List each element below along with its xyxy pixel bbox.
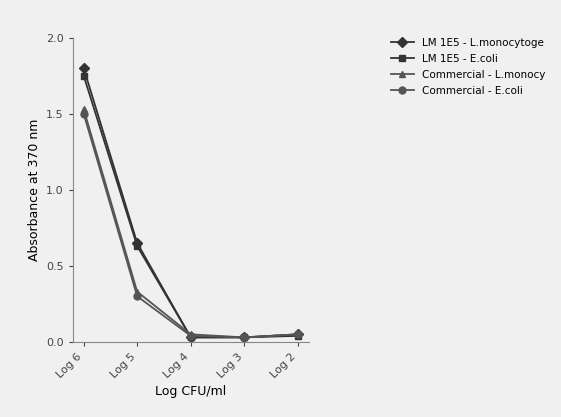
Commercial - L.monocy: [295, 332, 301, 337]
LM 1E5 - E.coli: [295, 333, 301, 338]
Legend: LM 1E5 - L.monocytoge, LM 1E5 - E.coli, Commercial - L.monocy, Commercial - E.co: LM 1E5 - L.monocytoge, LM 1E5 - E.coli, …: [387, 33, 550, 100]
LM 1E5 - L.monocytoge: [134, 241, 141, 246]
LM 1E5 - L.monocytoge: [295, 332, 301, 337]
LM 1E5 - E.coli: [80, 73, 87, 78]
LM 1E5 - E.coli: [134, 244, 141, 249]
Y-axis label: Absorbance at 370 nm: Absorbance at 370 nm: [27, 118, 40, 261]
Commercial - E.coli: [80, 111, 87, 116]
Line: Commercial - E.coli: Commercial - E.coli: [80, 110, 301, 341]
Line: LM 1E5 - E.coli: LM 1E5 - E.coli: [80, 72, 301, 341]
LM 1E5 - E.coli: [241, 335, 247, 340]
Line: Commercial - L.monocy: Commercial - L.monocy: [80, 106, 301, 341]
LM 1E5 - L.monocytoge: [241, 335, 247, 340]
Commercial - E.coli: [187, 333, 194, 338]
Commercial - E.coli: [295, 332, 301, 337]
LM 1E5 - L.monocytoge: [80, 65, 87, 70]
LM 1E5 - E.coli: [187, 335, 194, 340]
LM 1E5 - L.monocytoge: [187, 335, 194, 340]
Line: LM 1E5 - L.monocytoge: LM 1E5 - L.monocytoge: [80, 65, 301, 341]
Commercial - L.monocy: [187, 332, 194, 337]
Commercial - L.monocy: [134, 289, 141, 294]
Commercial - L.monocy: [80, 107, 87, 112]
X-axis label: Log CFU/ml: Log CFU/ml: [155, 385, 227, 398]
Commercial - E.coli: [241, 335, 247, 340]
Commercial - E.coli: [134, 294, 141, 299]
Commercial - L.monocy: [241, 335, 247, 340]
